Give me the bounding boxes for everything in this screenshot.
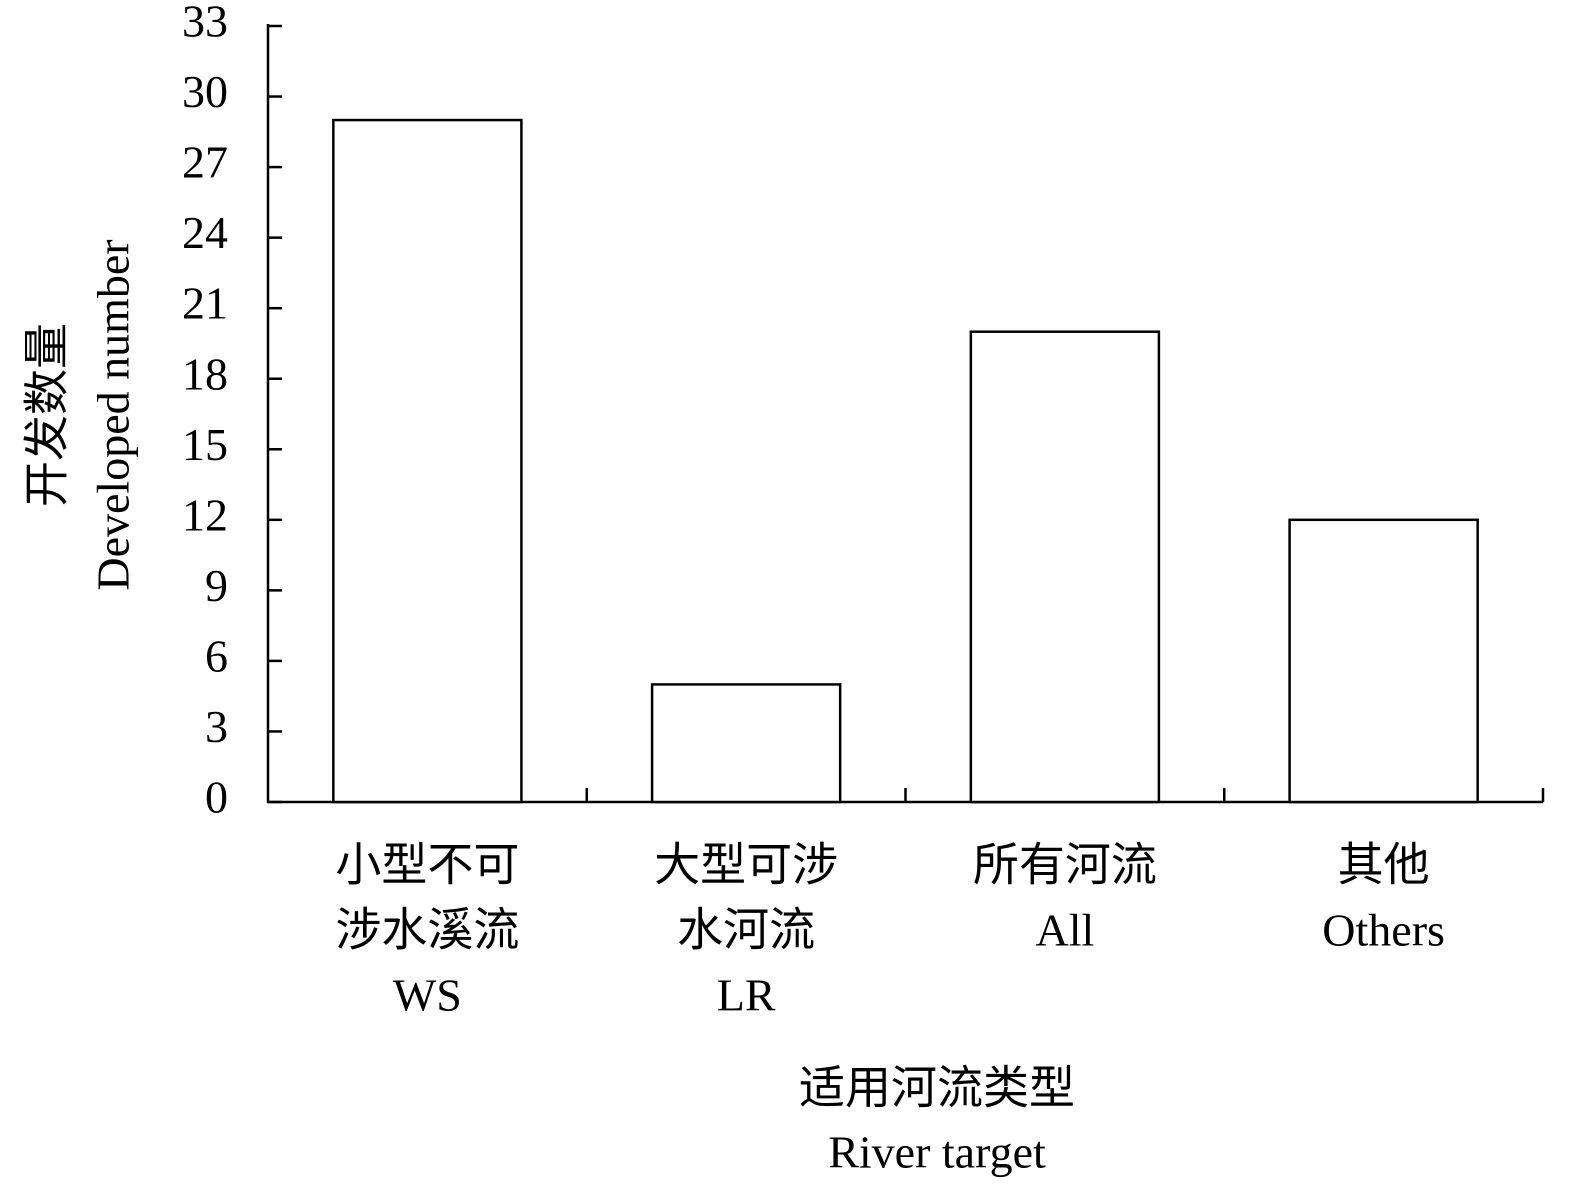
x-tick-label: 涉水溪流 — [335, 905, 519, 956]
bar — [969, 330, 1161, 804]
y-tick-label: 24 — [182, 207, 228, 258]
x-tick-label: 小型不可 — [335, 840, 519, 891]
y-tick-label: 15 — [182, 419, 228, 470]
y-tick-label: 18 — [182, 348, 228, 399]
bar — [332, 118, 523, 804]
x-tick-label: 其他 — [1338, 840, 1430, 891]
y-axis-label-line: Developed number — [88, 239, 139, 590]
x-axis-label-line: River target — [828, 1127, 1046, 1178]
x-tick-label: LR — [717, 970, 776, 1021]
x-axis-label-line: 适用河流类型 — [799, 1063, 1075, 1114]
y-tick-label: 30 — [182, 66, 228, 117]
y-tick-label: 12 — [182, 489, 228, 540]
y-tick-label: 21 — [182, 278, 228, 329]
x-tick-label: 水河流 — [677, 905, 815, 956]
y-axis-label-line: 开发数量 — [22, 323, 73, 507]
y-tick-label: 27 — [182, 137, 228, 188]
y-axis-label: 开发数量 Developed number — [22, 239, 139, 590]
bar — [650, 683, 842, 804]
y-tick-label: 0 — [205, 772, 228, 823]
x-tick-label: 所有河流 — [973, 840, 1157, 891]
x-tick-label: Others — [1322, 905, 1445, 956]
bar — [1288, 518, 1479, 804]
y-tick-label: 9 — [205, 560, 228, 611]
x-tick-label: 大型可涉 — [654, 840, 838, 891]
y-tick-label: 6 — [205, 630, 228, 681]
y-tick-label: 33 — [182, 0, 228, 47]
x-tick-label: All — [1035, 905, 1094, 956]
x-tick-label: WS — [393, 970, 462, 1021]
y-tick-label: 3 — [205, 701, 228, 752]
